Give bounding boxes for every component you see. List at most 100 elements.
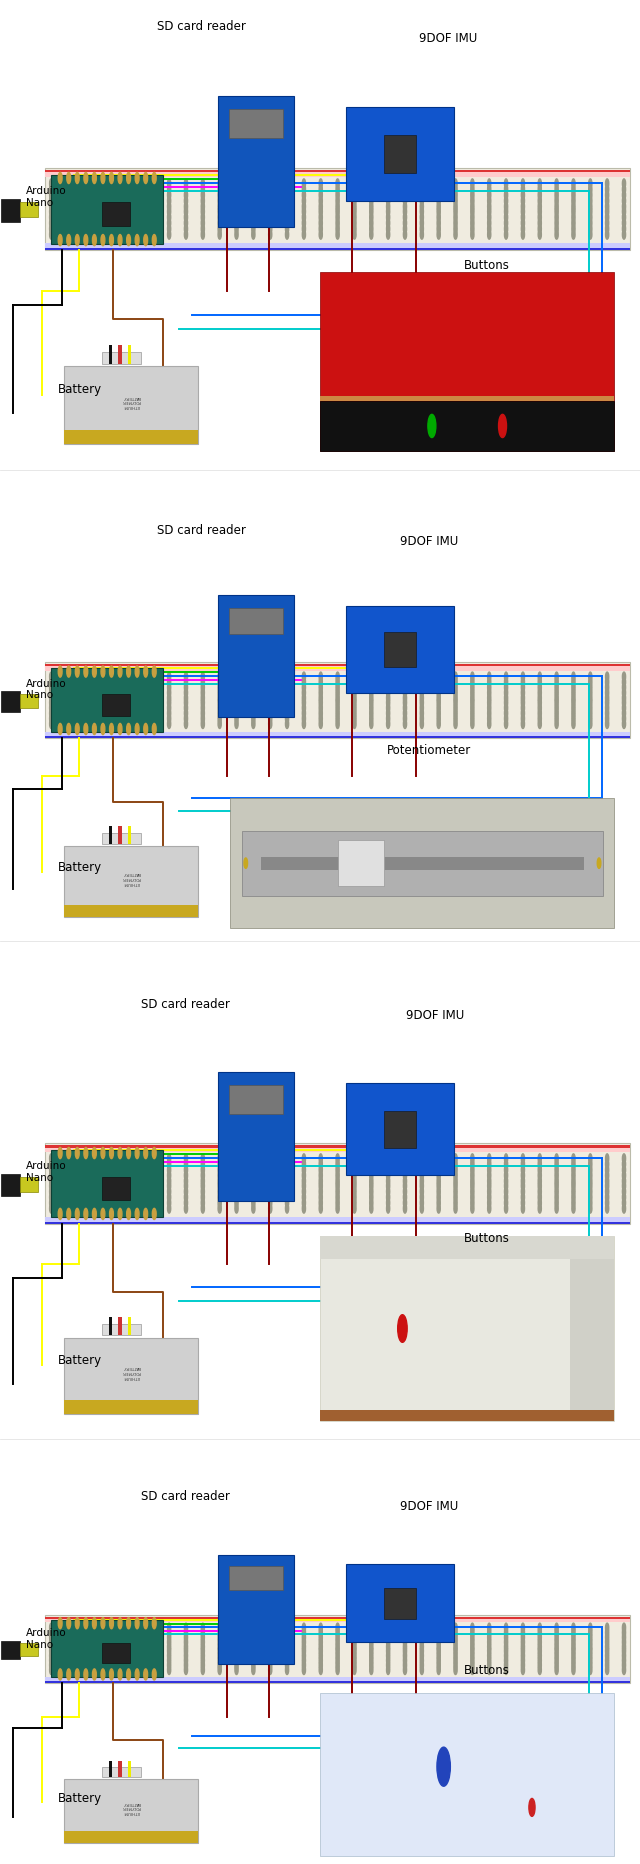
Circle shape — [538, 682, 541, 692]
Circle shape — [488, 1187, 491, 1197]
Circle shape — [168, 693, 171, 703]
Bar — [51, 669, 163, 733]
Circle shape — [336, 229, 339, 239]
Bar — [20, 1176, 38, 1191]
Circle shape — [555, 1624, 558, 1633]
Circle shape — [134, 1154, 137, 1163]
Circle shape — [285, 1182, 289, 1191]
Circle shape — [67, 708, 70, 718]
Circle shape — [285, 703, 289, 712]
Circle shape — [605, 1652, 609, 1661]
Circle shape — [522, 677, 525, 686]
Circle shape — [302, 207, 305, 216]
Circle shape — [572, 1624, 575, 1633]
Circle shape — [285, 1176, 289, 1186]
Circle shape — [387, 212, 390, 222]
Circle shape — [101, 171, 105, 183]
Circle shape — [117, 1627, 120, 1637]
Circle shape — [218, 697, 221, 706]
Circle shape — [471, 1182, 474, 1191]
Circle shape — [218, 1642, 221, 1652]
Circle shape — [127, 665, 131, 677]
Circle shape — [201, 720, 204, 729]
Circle shape — [150, 1665, 154, 1674]
Circle shape — [285, 677, 289, 686]
Circle shape — [622, 185, 626, 194]
Circle shape — [83, 1665, 86, 1674]
Circle shape — [168, 1176, 171, 1186]
Circle shape — [168, 201, 171, 211]
Circle shape — [235, 1171, 238, 1180]
Circle shape — [117, 1187, 120, 1197]
Circle shape — [134, 1176, 137, 1186]
Circle shape — [100, 1665, 103, 1674]
Circle shape — [67, 1193, 70, 1202]
Bar — [242, 831, 603, 897]
Circle shape — [302, 1627, 305, 1637]
Circle shape — [144, 235, 148, 246]
Circle shape — [201, 1633, 204, 1642]
Circle shape — [572, 682, 575, 692]
Circle shape — [83, 190, 86, 199]
Circle shape — [403, 1193, 406, 1202]
Circle shape — [572, 1187, 575, 1197]
Circle shape — [109, 723, 113, 734]
Circle shape — [504, 688, 508, 697]
Bar — [218, 595, 294, 718]
Bar — [118, 826, 122, 844]
Circle shape — [58, 723, 62, 734]
Circle shape — [454, 1655, 457, 1665]
Circle shape — [134, 708, 137, 718]
Circle shape — [522, 185, 525, 194]
Circle shape — [134, 196, 137, 205]
Circle shape — [117, 1159, 120, 1169]
Circle shape — [538, 185, 541, 194]
Circle shape — [134, 1642, 137, 1652]
Circle shape — [127, 1618, 131, 1629]
Circle shape — [353, 1165, 356, 1174]
Circle shape — [572, 185, 575, 194]
Circle shape — [235, 190, 238, 199]
Circle shape — [336, 1655, 339, 1665]
Circle shape — [437, 190, 440, 199]
Circle shape — [152, 235, 156, 246]
Circle shape — [100, 673, 103, 682]
Circle shape — [504, 1171, 508, 1180]
Circle shape — [589, 1661, 592, 1670]
Circle shape — [100, 677, 103, 686]
Bar — [64, 1338, 198, 1413]
Circle shape — [471, 697, 474, 706]
Circle shape — [437, 218, 440, 227]
Circle shape — [168, 1655, 171, 1665]
Circle shape — [302, 1624, 305, 1633]
Circle shape — [336, 224, 339, 233]
Circle shape — [370, 1165, 373, 1174]
Circle shape — [589, 708, 592, 718]
Circle shape — [437, 1637, 440, 1646]
Circle shape — [420, 1154, 424, 1163]
Circle shape — [437, 1204, 440, 1213]
Circle shape — [403, 1627, 406, 1637]
Circle shape — [420, 697, 424, 706]
Circle shape — [184, 1627, 188, 1637]
Circle shape — [589, 1652, 592, 1661]
Circle shape — [589, 703, 592, 712]
Circle shape — [403, 688, 406, 697]
Circle shape — [471, 1199, 474, 1208]
Circle shape — [605, 1624, 609, 1633]
Circle shape — [370, 1176, 373, 1186]
Circle shape — [269, 703, 272, 712]
Circle shape — [572, 1204, 575, 1213]
Circle shape — [302, 1199, 305, 1208]
Circle shape — [488, 1176, 491, 1186]
Circle shape — [420, 1665, 424, 1674]
Circle shape — [67, 224, 70, 233]
Circle shape — [605, 1627, 609, 1637]
Circle shape — [184, 1182, 188, 1191]
Circle shape — [252, 1642, 255, 1652]
Text: LITHIUM
POLYMER
BATTERY: LITHIUM POLYMER BATTERY — [122, 395, 141, 408]
Circle shape — [235, 693, 238, 703]
Circle shape — [252, 196, 255, 205]
Circle shape — [504, 720, 508, 729]
Circle shape — [572, 720, 575, 729]
